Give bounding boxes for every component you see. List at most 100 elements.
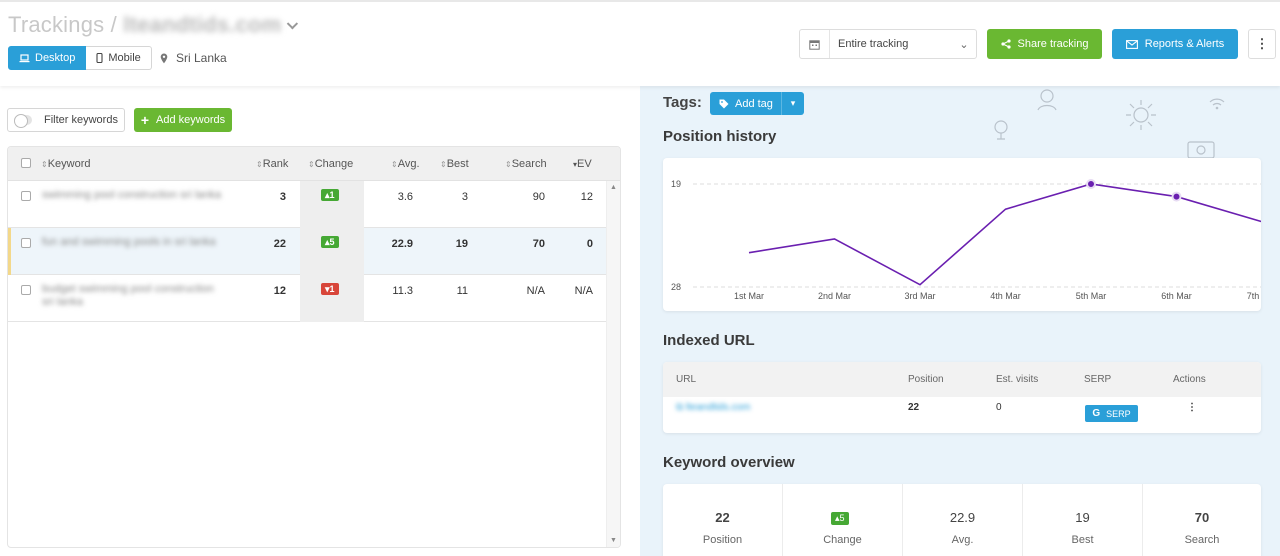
- url-link[interactable]: ⧉ lteandtids.com: [676, 402, 751, 413]
- decoration-icon: [1187, 141, 1215, 159]
- col-ev[interactable]: ▾EV: [573, 158, 592, 170]
- overview-value: 22: [715, 510, 730, 525]
- scroll-up-icon[interactable]: ▲: [610, 184, 617, 191]
- col-avg[interactable]: ⇕Avg.: [391, 158, 420, 170]
- tags-label: Tags:: [663, 94, 702, 111]
- laptop-icon: [19, 53, 30, 62]
- indexed-url-title: Indexed URL: [663, 332, 755, 349]
- more-options-button[interactable]: ⋮: [1248, 29, 1276, 59]
- change-cell-bg: [300, 228, 364, 275]
- overview-label: Position: [702, 534, 743, 546]
- tag-icon: [719, 99, 729, 108]
- period-select[interactable]: Entire tracking ⌄: [799, 29, 977, 59]
- x-tick-label: 2nd Mar: [818, 291, 851, 301]
- best-value: 19: [455, 238, 468, 250]
- x-tick-label: 6th Mar: [1161, 291, 1192, 301]
- row-checkbox[interactable]: [21, 285, 31, 295]
- table-row[interactable]: budget swimming pool construction sri la…: [8, 275, 606, 322]
- add-tag-button[interactable]: Add tag ▾: [710, 92, 804, 115]
- chevron-down-icon[interactable]: [287, 18, 299, 30]
- col-keyword[interactable]: ⇕Keyword: [41, 158, 91, 170]
- position-history-chart: 19 28 1st Mar 2nd Mar 3rd Mar 4th Mar 5th Mar 6…: [671, 179, 1277, 301]
- google-icon: G: [1092, 408, 1101, 419]
- sort-icon: ⇕: [41, 160, 48, 169]
- calendar-icon: [800, 30, 830, 58]
- caret-up-icon: ▴: [835, 513, 840, 523]
- title-domain: lteandtids.com: [123, 12, 282, 37]
- share-tracking-label: Share tracking: [1017, 38, 1089, 50]
- series-line: [748, 183, 1263, 286]
- add-keywords-button[interactable]: + Add keywords: [134, 108, 232, 132]
- overview-best: 19 Best: [1023, 484, 1143, 556]
- col-search[interactable]: ⇕Search: [505, 158, 547, 170]
- col-change[interactable]: ⇕Change: [308, 158, 354, 170]
- x-tick-label: 4th Mar: [990, 291, 1021, 301]
- add-tag-label: Add tag: [735, 97, 773, 110]
- scrollbar[interactable]: ▲ ▼: [606, 181, 620, 547]
- actions-menu-icon[interactable]: ⋮: [1187, 402, 1197, 413]
- overview-value: 19: [1075, 510, 1090, 525]
- keyword-overview-title: Keyword overview: [663, 454, 795, 471]
- toggle-switch[interactable]: [14, 114, 32, 128]
- keywords-panel: Filter keywords + Add keywords ⇕Keyword …: [0, 86, 640, 556]
- sort-icon: ⇕: [440, 160, 447, 169]
- keyword-text[interactable]: fun and swimming pools in sri lanka: [42, 236, 216, 248]
- filter-keywords-toggle[interactable]: Filter keywords: [7, 108, 125, 132]
- best-value: 11: [456, 285, 468, 297]
- x-tick-label: 3rd Mar: [904, 291, 935, 301]
- col-est-visits: Est. visits: [996, 374, 1039, 385]
- ev-value: N/A: [574, 285, 593, 297]
- col-url: URL: [676, 374, 697, 385]
- tab-desktop[interactable]: Desktop: [8, 46, 87, 70]
- row-checkbox[interactable]: [21, 238, 31, 248]
- x-tick-label: 7th Mar: [1247, 291, 1261, 301]
- page-title[interactable]: Trackings / lteandtids.com: [8, 12, 299, 38]
- overview-label: Best: [1071, 534, 1094, 546]
- change-cell-bg: [300, 275, 364, 322]
- search-value: 70: [532, 238, 545, 250]
- table-row[interactable]: fun and swimming pools in sri lanka 22 ▴…: [8, 228, 606, 275]
- chevron-down-icon[interactable]: ▾: [790, 98, 796, 108]
- overview-value: 22.9: [949, 510, 976, 525]
- change-badge: ▾1: [321, 283, 339, 295]
- tab-mobile-label: Mobile: [108, 52, 141, 64]
- add-tag-main[interactable]: Add tag: [710, 92, 782, 115]
- search-value: N/A: [526, 285, 545, 297]
- data-point[interactable]: [1086, 179, 1096, 189]
- chevron-down-icon: ⌄: [959, 38, 969, 51]
- decoration-icon: [994, 120, 1008, 140]
- select-all-checkbox[interactable]: [21, 158, 31, 168]
- overview-value: 70: [1194, 510, 1210, 525]
- reports-alerts-button[interactable]: Reports & Alerts: [1112, 29, 1238, 59]
- col-rank[interactable]: ⇕Rank: [256, 158, 289, 170]
- overview-search: 70 Search: [1143, 484, 1261, 556]
- map-pin-icon: [160, 53, 168, 63]
- serp-button[interactable]: G SERP: [1085, 405, 1138, 422]
- overview-label: Change: [823, 534, 862, 546]
- location-label: Sri Lanka: [176, 51, 227, 65]
- sort-icon: ⇕: [391, 160, 398, 169]
- share-tracking-button[interactable]: Share tracking: [987, 29, 1102, 59]
- mobile-icon: [96, 53, 103, 63]
- device-toggle: Desktop Mobile: [8, 46, 152, 70]
- keyword-text[interactable]: swimming pool construction sri lanka: [42, 189, 222, 201]
- sort-icon: ⇕: [505, 160, 512, 169]
- details-panel: Tags: Add tag ▾ Position history 19 28 1st…: [640, 86, 1280, 556]
- page-header: Trackings / lteandtids.com Desktop Mobil…: [0, 0, 1280, 86]
- scroll-down-icon[interactable]: ▼: [610, 537, 617, 544]
- position-history-title: Position history: [663, 128, 777, 145]
- tab-mobile[interactable]: Mobile: [86, 46, 152, 70]
- keyword-text[interactable]: budget swimming pool construction sri la…: [42, 283, 214, 308]
- rank-value: 12: [273, 285, 286, 297]
- data-point[interactable]: [1171, 191, 1182, 202]
- caret-down-icon: ▾: [325, 284, 330, 294]
- col-position: Position: [908, 374, 944, 385]
- add-keywords-label: Add keywords: [156, 114, 226, 126]
- avg-value: 3.6: [397, 191, 413, 203]
- table-row[interactable]: swimming pool construction sri lanka 3 ▴…: [8, 181, 606, 228]
- decoration-icon: [1037, 89, 1057, 111]
- col-best[interactable]: ⇕Best: [440, 158, 469, 170]
- row-checkbox[interactable]: [21, 191, 31, 201]
- decoration-icon: [1209, 98, 1225, 110]
- sort-desc-icon: ▾: [573, 160, 578, 169]
